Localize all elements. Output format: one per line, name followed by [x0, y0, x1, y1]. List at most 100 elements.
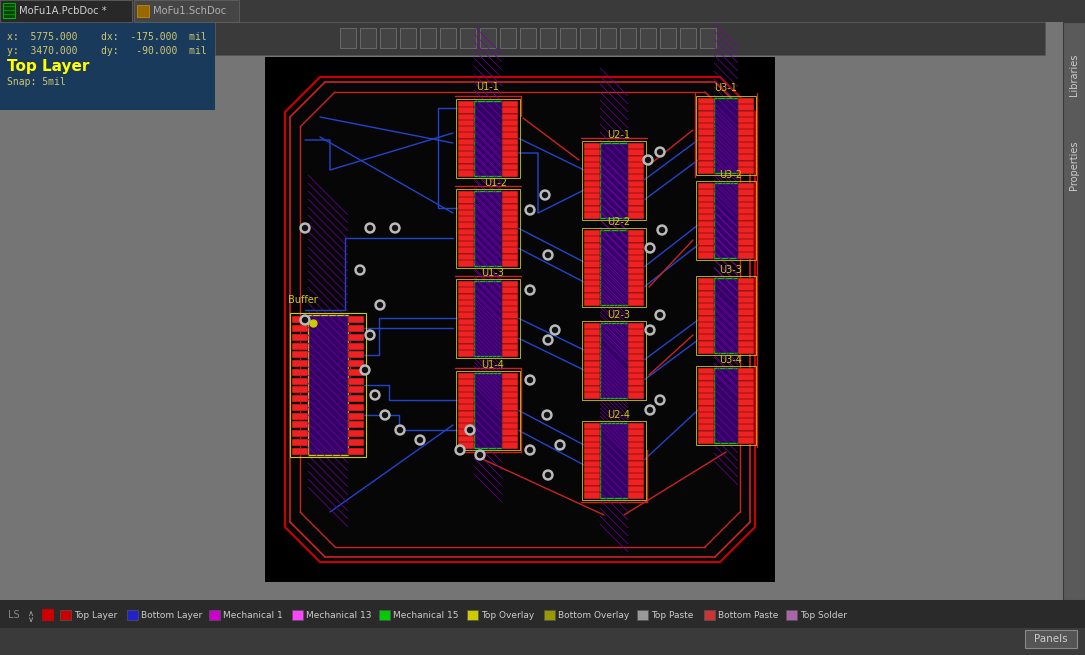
- Bar: [698, 208, 714, 215]
- Bar: [127, 610, 138, 620]
- Bar: [698, 381, 714, 388]
- Bar: [502, 157, 518, 164]
- Circle shape: [644, 405, 655, 415]
- Bar: [502, 253, 518, 261]
- Bar: [628, 492, 644, 499]
- Bar: [600, 323, 628, 398]
- Bar: [628, 280, 644, 287]
- Bar: [292, 413, 308, 420]
- Bar: [628, 460, 644, 468]
- Bar: [458, 101, 474, 108]
- Bar: [738, 328, 754, 335]
- Text: U3-2: U3-2: [719, 170, 742, 180]
- Bar: [292, 351, 308, 358]
- Bar: [738, 221, 754, 228]
- Circle shape: [370, 390, 380, 400]
- Bar: [584, 323, 600, 330]
- Bar: [348, 378, 363, 384]
- Bar: [502, 235, 518, 242]
- Text: Bottom Overlay: Bottom Overlay: [558, 610, 629, 620]
- Bar: [458, 411, 474, 418]
- Circle shape: [357, 267, 362, 272]
- Bar: [458, 229, 474, 236]
- Bar: [348, 360, 363, 367]
- Bar: [738, 437, 754, 444]
- Text: Mechanical 13: Mechanical 13: [306, 610, 371, 620]
- Circle shape: [303, 318, 307, 322]
- Circle shape: [542, 335, 553, 345]
- Bar: [584, 193, 600, 200]
- Bar: [584, 348, 600, 355]
- Bar: [628, 467, 644, 474]
- Bar: [738, 148, 754, 155]
- Bar: [544, 610, 556, 620]
- Bar: [502, 164, 518, 170]
- Circle shape: [542, 410, 552, 420]
- Bar: [584, 354, 600, 362]
- Bar: [502, 281, 518, 288]
- Bar: [584, 367, 600, 374]
- Bar: [698, 123, 714, 130]
- Bar: [600, 143, 628, 218]
- Bar: [3, 3, 15, 18]
- Bar: [584, 492, 600, 499]
- Bar: [348, 413, 363, 420]
- Bar: [502, 113, 518, 121]
- Bar: [738, 123, 754, 130]
- Bar: [628, 436, 644, 443]
- Bar: [637, 610, 648, 620]
- Bar: [502, 216, 518, 223]
- Bar: [584, 329, 600, 337]
- Bar: [584, 268, 600, 274]
- Circle shape: [542, 193, 548, 198]
- Bar: [502, 126, 518, 133]
- Bar: [584, 392, 600, 399]
- Bar: [628, 361, 644, 367]
- Circle shape: [648, 246, 652, 250]
- Bar: [738, 111, 754, 118]
- Bar: [584, 274, 600, 281]
- Bar: [600, 28, 616, 48]
- Text: Libraries: Libraries: [1069, 54, 1078, 96]
- Bar: [474, 373, 502, 448]
- Text: LS: LS: [8, 610, 20, 620]
- Circle shape: [546, 252, 550, 257]
- Bar: [738, 98, 754, 105]
- Bar: [458, 300, 474, 307]
- Bar: [584, 436, 600, 443]
- Bar: [456, 189, 520, 268]
- Bar: [348, 351, 363, 358]
- Bar: [738, 341, 754, 348]
- Circle shape: [368, 225, 372, 231]
- Circle shape: [658, 149, 663, 155]
- Bar: [458, 373, 474, 380]
- Bar: [290, 313, 366, 457]
- Bar: [738, 393, 754, 400]
- Bar: [738, 104, 754, 111]
- Circle shape: [658, 312, 663, 318]
- Bar: [502, 430, 518, 436]
- Text: MoFu1A.PcbDoc *: MoFu1A.PcbDoc *: [20, 6, 106, 16]
- Bar: [584, 293, 600, 299]
- Text: Properties: Properties: [1069, 140, 1078, 190]
- Bar: [698, 160, 714, 168]
- Text: Bottom Paste: Bottom Paste: [717, 610, 778, 620]
- Bar: [502, 288, 518, 294]
- Bar: [458, 132, 474, 140]
- Bar: [628, 255, 644, 262]
- Bar: [474, 191, 502, 266]
- Bar: [738, 347, 754, 354]
- Bar: [738, 183, 754, 190]
- Text: x:  5775.000    dx:  -175.000  mil: x: 5775.000 dx: -175.000 mil: [7, 32, 207, 42]
- Bar: [502, 392, 518, 399]
- Bar: [628, 181, 644, 187]
- Bar: [458, 392, 474, 399]
- Bar: [584, 162, 600, 169]
- Bar: [348, 325, 363, 332]
- Bar: [628, 329, 644, 337]
- Bar: [640, 28, 656, 48]
- Bar: [584, 299, 600, 306]
- Bar: [584, 386, 600, 392]
- Bar: [628, 386, 644, 392]
- Bar: [292, 343, 308, 350]
